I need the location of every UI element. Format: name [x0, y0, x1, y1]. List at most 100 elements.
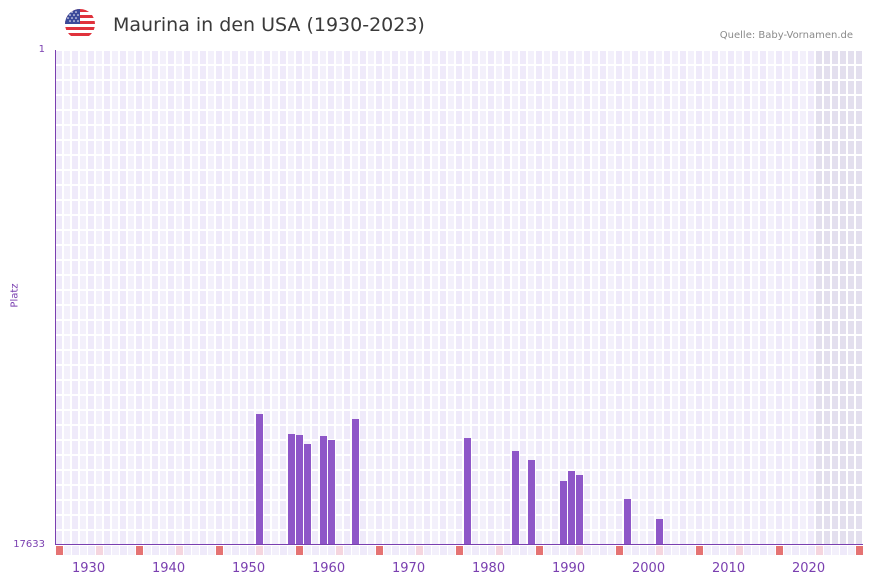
- year-marker: [72, 546, 79, 555]
- year-marker: [592, 546, 599, 555]
- year-marker: [336, 546, 343, 555]
- year-marker: [488, 546, 495, 555]
- bar-1987: [528, 459, 535, 545]
- year-marker: [616, 546, 623, 555]
- x-tick-1950: 1950: [232, 561, 266, 576]
- x-tick-1980: 1980: [472, 561, 506, 576]
- year-marker: [736, 546, 743, 555]
- year-marker: [200, 546, 207, 555]
- year-marker: [192, 546, 199, 555]
- year-marker: [664, 546, 671, 555]
- year-marker: [792, 546, 799, 555]
- year-marker: [184, 546, 191, 555]
- x-tick-1940: 1940: [152, 561, 186, 576]
- year-marker: [800, 546, 807, 555]
- year-marker: [856, 546, 863, 555]
- bar-1962: [328, 439, 335, 545]
- bar-1965: [352, 418, 359, 545]
- year-marker: [96, 546, 103, 555]
- source-credit: Quelle: Baby-Vornamen.de: [719, 30, 853, 41]
- year-marker: [176, 546, 183, 555]
- y-axis-label: Platz: [9, 283, 21, 308]
- year-marker: [400, 546, 407, 555]
- x-tick-1970: 1970: [392, 561, 426, 576]
- year-marker: [760, 546, 767, 555]
- year-marker: [216, 546, 223, 555]
- bar-1959: [304, 443, 311, 545]
- year-marker: [208, 546, 215, 555]
- year-marker: [824, 546, 831, 555]
- year-marker: [288, 546, 295, 555]
- us-flag-icon: [65, 9, 95, 39]
- year-marker: [832, 546, 839, 555]
- year-marker: [272, 546, 279, 555]
- year-marker: [848, 546, 855, 555]
- year-marker: [296, 546, 303, 555]
- year-marker: [248, 546, 255, 555]
- bar-1961: [320, 435, 327, 545]
- y-axis-line: [55, 50, 56, 545]
- year-marker: [576, 546, 583, 555]
- year-marker: [352, 546, 359, 555]
- year-marker: [480, 546, 487, 555]
- bar-1991: [560, 480, 567, 545]
- year-marker: [440, 546, 447, 555]
- year-marker: [784, 546, 791, 555]
- year-marker: [560, 546, 567, 555]
- year-marker: [128, 546, 135, 555]
- x-tick-2010: 2010: [712, 561, 746, 576]
- year-marker: [696, 546, 703, 555]
- year-marker: [448, 546, 455, 555]
- year-marker: [368, 546, 375, 555]
- year-marker: [320, 546, 327, 555]
- year-marker: [656, 546, 663, 555]
- bar-1958: [296, 434, 303, 545]
- year-marker: [304, 546, 311, 555]
- year-marker: [120, 546, 127, 555]
- year-marker: [568, 546, 575, 555]
- year-marker: [704, 546, 711, 555]
- y-tick-top: 1: [38, 44, 45, 55]
- year-marker: [744, 546, 751, 555]
- y-tick-bottom: 17633: [13, 539, 45, 550]
- year-marker: [472, 546, 479, 555]
- year-marker: [528, 546, 535, 555]
- x-tick-1990: 1990: [552, 561, 586, 576]
- year-marker: [768, 546, 775, 555]
- year-marker: [280, 546, 287, 555]
- year-marker: [256, 546, 263, 555]
- year-marker: [152, 546, 159, 555]
- year-marker: [680, 546, 687, 555]
- year-marker: [408, 546, 415, 555]
- x-axis-line: [55, 544, 863, 545]
- year-marker: [600, 546, 607, 555]
- chart-title: Maurina in den USA (1930-2023): [113, 14, 425, 36]
- year-marker: [432, 546, 439, 555]
- year-marker: [376, 546, 383, 555]
- year-marker: [648, 546, 655, 555]
- year-marker: [312, 546, 319, 555]
- x-tick-2020: 2020: [792, 561, 826, 576]
- year-marker: [144, 546, 151, 555]
- year-marker: [496, 546, 503, 555]
- year-marker: [840, 546, 847, 555]
- year-marker: [232, 546, 239, 555]
- year-marker: [640, 546, 647, 555]
- year-marker: [776, 546, 783, 555]
- year-marker: [728, 546, 735, 555]
- year-marker: [360, 546, 367, 555]
- year-marker: [808, 546, 815, 555]
- bar-1992: [568, 470, 575, 545]
- year-marker: [240, 546, 247, 555]
- year-marker: [816, 546, 823, 555]
- bar-2003: [656, 518, 663, 545]
- year-marker: [456, 546, 463, 555]
- year-marker: [720, 546, 727, 555]
- year-marker: [544, 546, 551, 555]
- year-marker: [552, 546, 559, 555]
- year-marker: [584, 546, 591, 555]
- year-marker: [464, 546, 471, 555]
- bar-1979: [464, 437, 471, 545]
- year-marker: [624, 546, 631, 555]
- bar-1985: [512, 450, 519, 545]
